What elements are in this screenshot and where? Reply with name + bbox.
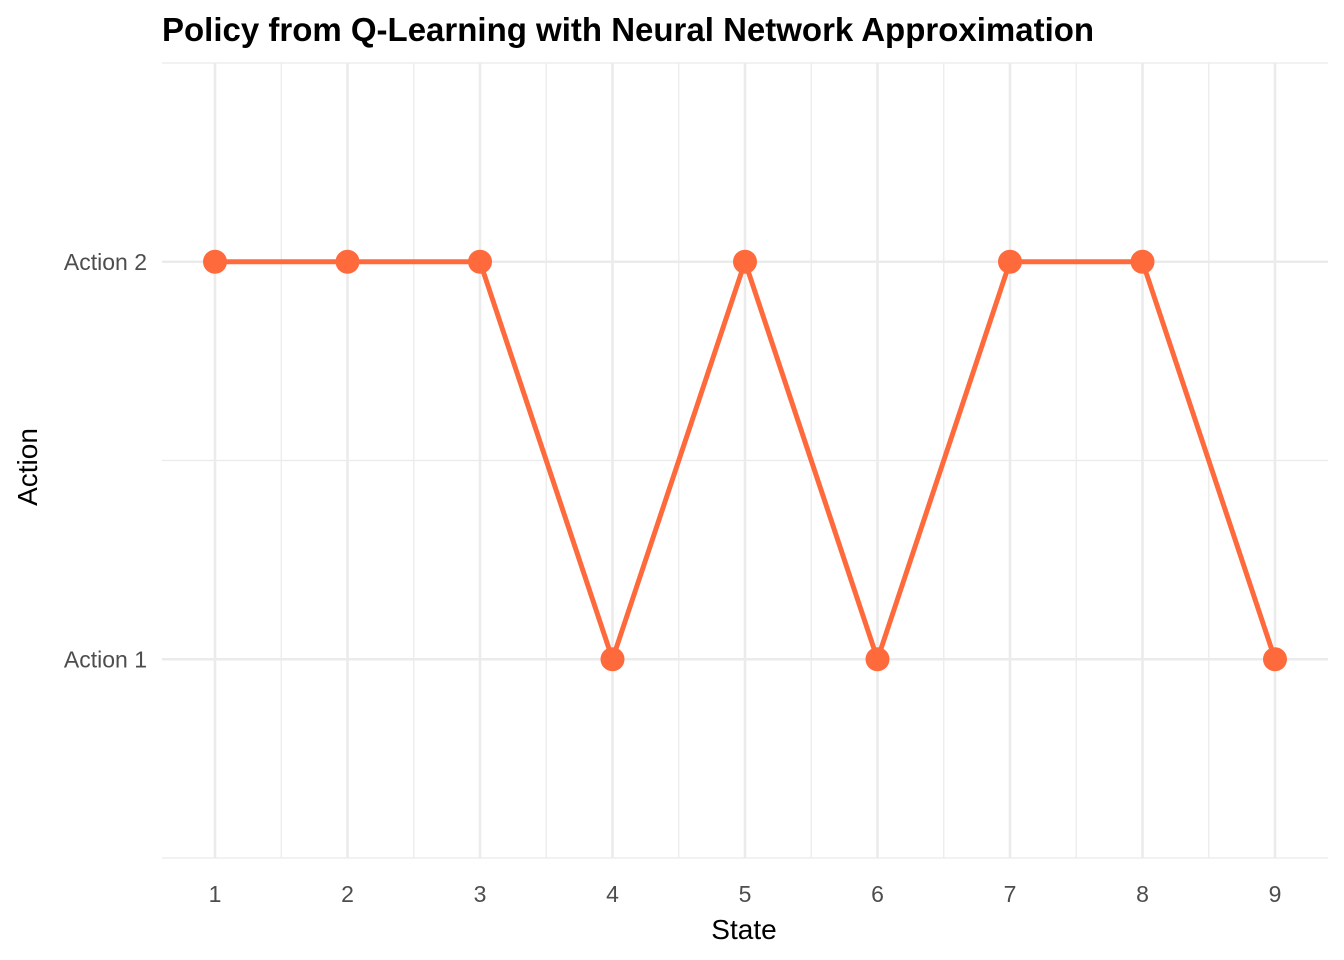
x-tick-label: 6 [871,881,884,907]
x-tick-label: 1 [209,881,222,907]
data-point-state-8 [1130,249,1155,274]
y-axis-title: Action [12,428,43,506]
x-tick-labels: 1 2 3 4 5 6 7 8 9 [209,881,1282,907]
data-point-state-3 [468,249,492,274]
chart-title: Policy from Q-Learning with Neural Netwo… [162,11,1094,48]
x-tick-label: 9 [1269,881,1282,907]
x-tick-label: 5 [739,881,752,907]
data-point-state-4 [600,647,625,672]
y-tick-labels: Action 1 Action 2 [64,249,147,673]
x-tick-label: 4 [606,881,619,907]
x-axis-title: State [711,914,776,945]
data-point-state-2 [335,249,360,274]
y-tick-label: Action 2 [64,249,147,275]
data-point-state-1 [203,249,227,274]
x-tick-label: 8 [1136,881,1149,907]
x-tick-label: 7 [1004,881,1017,907]
grid [162,62,1328,859]
x-tick-label: 3 [474,881,487,907]
data-point-state-5 [733,249,757,274]
data-point-state-7 [998,249,1022,274]
data-point-state-6 [865,647,890,672]
data-points [203,249,1287,672]
y-tick-label: Action 1 [64,646,147,672]
data-point-state-9 [1263,647,1287,672]
x-tick-label: 2 [341,881,354,907]
